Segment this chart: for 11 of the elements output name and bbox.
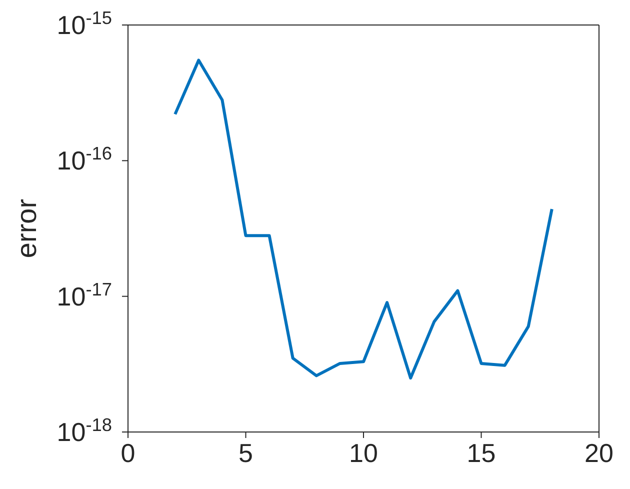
x-tick-label: 5 xyxy=(238,438,253,468)
y-tick-label: 10$^{-18}$ xyxy=(56,415,112,447)
y-tick-label: 10$^{-17}$ xyxy=(56,279,112,312)
x-tick-label: 10 xyxy=(349,438,378,468)
line-series xyxy=(174,58,554,380)
y-tick-label: 10$^{-15}$ xyxy=(56,8,112,40)
x-tick-label: 20 xyxy=(584,438,614,468)
x-tick-label: 15 xyxy=(466,438,496,468)
y-tick-label: 10$^{-16}$ xyxy=(56,144,112,176)
x-tick-label: 0 xyxy=(120,438,136,468)
y-axis-title: error xyxy=(10,198,42,258)
